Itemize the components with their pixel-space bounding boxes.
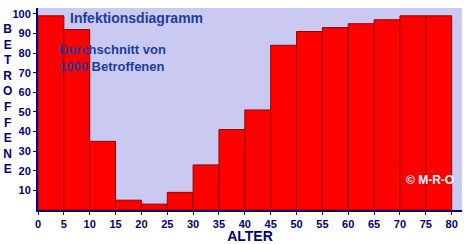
svg-text:© M-R-O: © M-R-O	[406, 173, 454, 187]
svg-text:20: 20	[19, 165, 31, 177]
svg-text:45: 45	[265, 218, 277, 230]
svg-text:60: 60	[19, 86, 31, 98]
svg-text:15: 15	[109, 218, 121, 230]
svg-text:35: 35	[213, 218, 225, 230]
svg-text:30: 30	[187, 218, 199, 230]
svg-text:20: 20	[135, 218, 147, 230]
svg-text:70: 70	[19, 67, 31, 79]
svg-text:Durchschnitt von1000 Betroffen: Durchschnitt von1000 Betroffenen	[59, 42, 166, 74]
svg-text:60: 60	[342, 218, 354, 230]
svg-text:10: 10	[84, 218, 96, 230]
svg-text:70: 70	[394, 218, 406, 230]
svg-text:55: 55	[316, 218, 328, 230]
svg-text:40: 40	[19, 125, 31, 137]
svg-text:100: 100	[12, 8, 30, 20]
svg-text:65: 65	[368, 218, 380, 230]
svg-text:30: 30	[19, 145, 31, 157]
svg-text:Infektionsdiagramm: Infektionsdiagramm	[70, 10, 203, 26]
svg-text:50: 50	[19, 106, 31, 118]
svg-text:ALTER: ALTER	[227, 228, 273, 244]
svg-text:BETROFFENE: BETROFFENE	[3, 22, 12, 176]
svg-text:10: 10	[19, 184, 31, 196]
svg-text:50: 50	[290, 218, 302, 230]
svg-text:90: 90	[19, 27, 31, 39]
svg-text:25: 25	[161, 218, 173, 230]
svg-text:75: 75	[420, 218, 432, 230]
svg-text:40: 40	[239, 218, 251, 230]
svg-text:80: 80	[19, 47, 31, 59]
svg-text:80: 80	[446, 218, 458, 230]
svg-text:5: 5	[61, 218, 67, 230]
svg-text:0: 0	[35, 218, 41, 230]
